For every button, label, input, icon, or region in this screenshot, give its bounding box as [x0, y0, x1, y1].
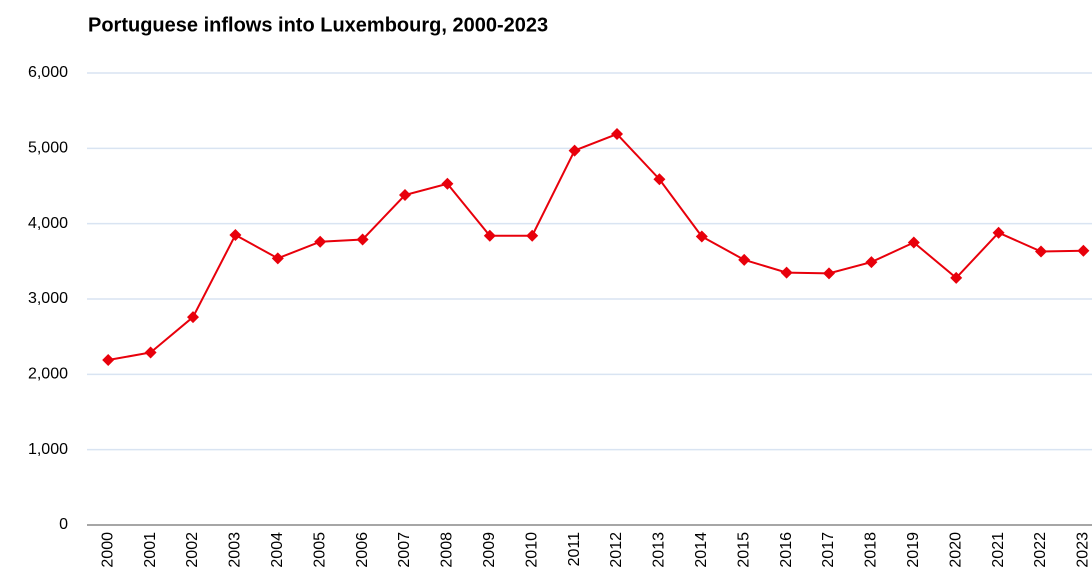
x-tick-label: 2019: [905, 532, 922, 568]
x-tick-label: 2015: [735, 532, 752, 568]
x-tick-label: 2003: [227, 532, 244, 568]
y-tick-label: 4,000: [28, 215, 68, 232]
data-point: [695, 230, 708, 243]
data-point: [865, 256, 878, 269]
data-point: [144, 346, 157, 359]
x-tick-label: 2011: [566, 532, 583, 567]
x-tick-label: 2008: [439, 532, 456, 568]
y-tick-label: 5,000: [28, 140, 68, 157]
y-tick-label: 0: [59, 516, 68, 533]
x-tick-label: 2013: [651, 532, 668, 568]
data-point: [611, 128, 623, 141]
x-tick-label: 2007: [396, 532, 413, 568]
x-tick-label: 2012: [608, 532, 625, 568]
x-tick-label: 2014: [693, 532, 710, 568]
x-tick-label: 2017: [820, 532, 837, 568]
x-tick-label: 2022: [1032, 532, 1049, 568]
x-tick-label: 2023: [1075, 532, 1092, 568]
data-point: [271, 252, 284, 265]
data-point: [738, 253, 751, 266]
y-tick-label: 6,000: [28, 64, 68, 81]
x-tick-label: 2004: [269, 532, 286, 568]
data-point: [526, 229, 539, 242]
data-line: [108, 132, 1084, 362]
x-tick-label: 2018: [863, 532, 880, 568]
data-point: [314, 235, 327, 248]
data-point: [653, 173, 666, 186]
x-tick-label: 2006: [354, 532, 371, 568]
data-point: [187, 311, 199, 324]
data-point: [229, 228, 242, 241]
data-point: [823, 267, 835, 280]
x-tick-label: 2001: [142, 532, 159, 568]
data-point: [441, 177, 454, 190]
chart-title: Portuguese inflows into Luxembourg, 2000…: [88, 14, 548, 36]
y-tick-label: 3,000: [28, 290, 68, 307]
x-tick-label: 2002: [184, 532, 201, 568]
y-tick-label: 2,000: [28, 366, 68, 383]
data-point: [399, 189, 411, 202]
x-tick-label: 2000: [99, 532, 116, 568]
data-point: [483, 229, 496, 242]
data-point: [907, 236, 920, 249]
x-tick-label: 2005: [311, 532, 328, 568]
data-point: [950, 271, 963, 284]
x-tick-label: 2009: [481, 532, 498, 568]
x-tick-label: 2021: [990, 532, 1007, 568]
data-point: [1035, 245, 1047, 258]
x-tick-label: 2020: [947, 532, 964, 568]
y-tick-label: 1,000: [28, 441, 68, 458]
data-point: [1077, 244, 1090, 257]
data-point: [102, 354, 115, 367]
x-tick-label: 2010: [523, 532, 540, 568]
data-point: [780, 266, 793, 279]
data-point: [356, 233, 369, 246]
data-point: [992, 226, 1005, 239]
data-point: [568, 144, 581, 157]
x-tick-label: 2016: [778, 532, 795, 568]
